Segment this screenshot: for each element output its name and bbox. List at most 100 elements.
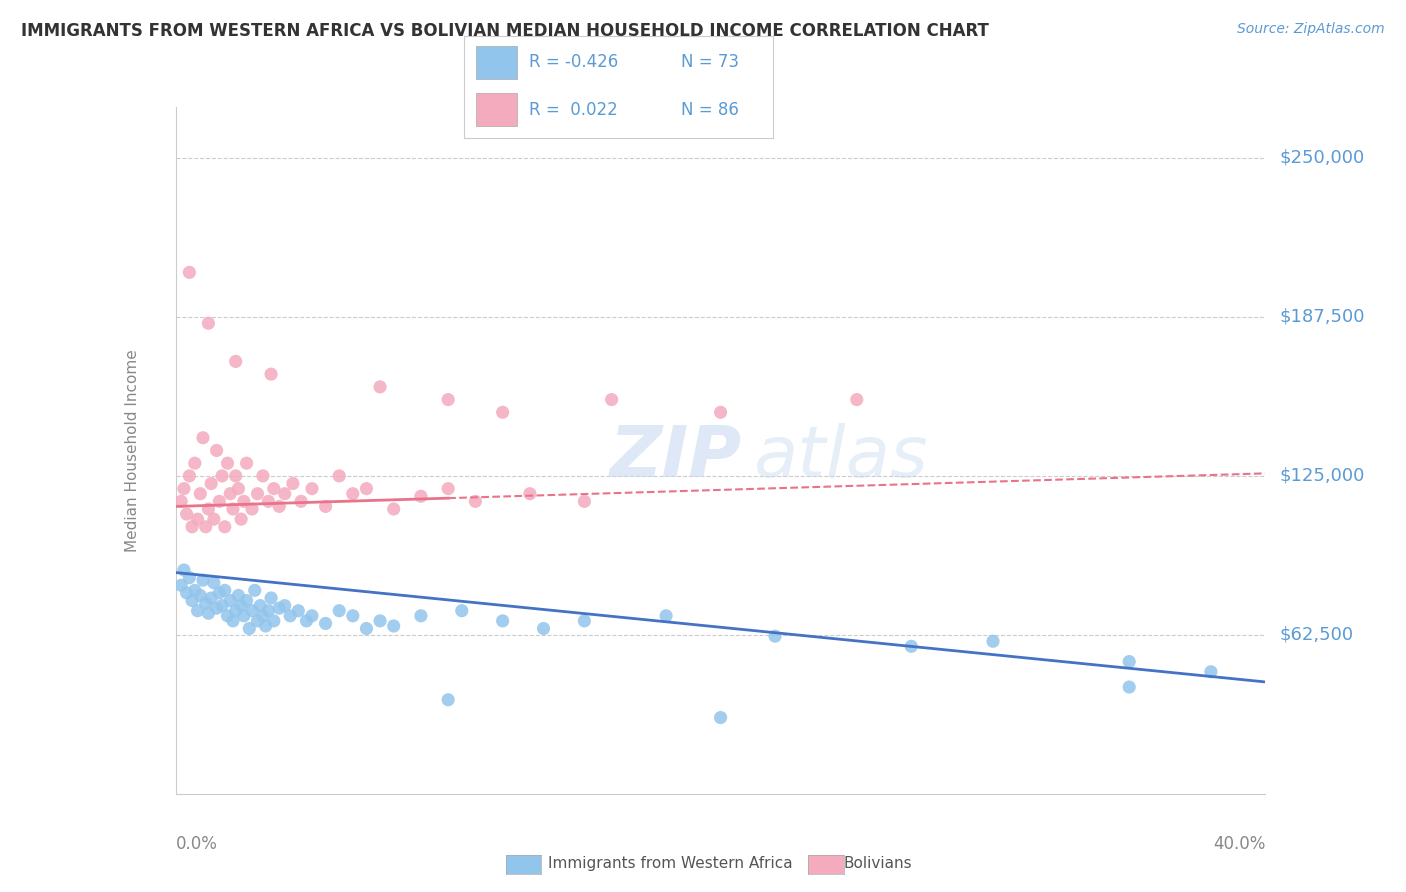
Text: R =  0.022: R = 0.022 [529, 101, 617, 119]
Point [981, 634, 1004, 648]
Point [263, 482, 285, 496]
Text: 40.0%: 40.0% [1213, 835, 1265, 853]
Point [191, 573, 214, 587]
Point [257, 494, 280, 508]
Point [315, 616, 337, 631]
Point [263, 614, 285, 628]
Point [356, 482, 378, 496]
Point [170, 494, 193, 508]
Point [194, 520, 217, 534]
Point [437, 692, 460, 706]
Point [214, 583, 236, 598]
Text: $62,500: $62,500 [1279, 626, 1354, 644]
Point [246, 486, 269, 500]
Point [301, 608, 323, 623]
Point [184, 583, 207, 598]
Point [290, 494, 312, 508]
Point [179, 265, 201, 279]
Point [710, 710, 733, 724]
Point [1199, 665, 1222, 679]
Point [450, 604, 472, 618]
Point [173, 563, 195, 577]
Point [464, 494, 486, 508]
Point [710, 405, 733, 419]
Point [269, 500, 291, 514]
Point [356, 622, 378, 636]
Point [763, 629, 786, 643]
Text: $187,500: $187,500 [1279, 308, 1365, 326]
Point [208, 494, 231, 508]
Point [205, 601, 228, 615]
Point [202, 512, 225, 526]
Point [232, 608, 254, 623]
Point [600, 392, 623, 407]
Point [197, 502, 219, 516]
Point [492, 405, 515, 419]
Point [214, 520, 236, 534]
Point [328, 604, 350, 618]
Point [228, 482, 250, 496]
Point [252, 608, 274, 623]
Point [217, 608, 239, 623]
Point [184, 456, 207, 470]
FancyBboxPatch shape [477, 93, 516, 126]
Point [254, 619, 277, 633]
Point [176, 507, 198, 521]
Point [274, 486, 297, 500]
Text: Source: ZipAtlas.com: Source: ZipAtlas.com [1237, 22, 1385, 37]
Point [1118, 680, 1140, 694]
Text: Bolivians: Bolivians [844, 856, 912, 871]
Point [240, 502, 263, 516]
Point [202, 575, 225, 590]
Text: N = 86: N = 86 [681, 101, 738, 119]
Point [519, 486, 541, 500]
Point [845, 392, 868, 407]
Point [179, 571, 201, 585]
Point [225, 354, 247, 368]
Point [181, 593, 204, 607]
Text: ZIP: ZIP [610, 423, 742, 491]
Point [232, 494, 254, 508]
Point [186, 512, 209, 526]
Point [197, 607, 219, 621]
Point [194, 596, 217, 610]
Point [382, 619, 405, 633]
Point [281, 476, 304, 491]
Point [533, 622, 555, 636]
Text: R = -0.426: R = -0.426 [529, 54, 619, 71]
Point [238, 622, 260, 636]
Point [295, 614, 318, 628]
Point [222, 502, 245, 516]
Point [235, 593, 257, 607]
Point [409, 489, 432, 503]
Point [328, 469, 350, 483]
Point [437, 482, 460, 496]
Point [188, 589, 211, 603]
Point [186, 604, 209, 618]
Point [231, 599, 253, 613]
Point [231, 512, 253, 526]
Text: $250,000: $250,000 [1279, 149, 1365, 167]
Point [205, 443, 228, 458]
Point [191, 431, 214, 445]
Point [278, 608, 301, 623]
Point [197, 316, 219, 330]
Point [173, 482, 195, 496]
Point [225, 604, 247, 618]
Point [315, 500, 337, 514]
Point [574, 494, 596, 508]
Point [225, 469, 247, 483]
Point [252, 469, 274, 483]
Point [200, 476, 222, 491]
Point [437, 392, 460, 407]
Point [240, 604, 263, 618]
Point [176, 586, 198, 600]
Point [260, 367, 283, 381]
Point [368, 380, 391, 394]
Point [211, 469, 233, 483]
Point [655, 608, 678, 623]
Point [269, 601, 291, 615]
Point [274, 599, 297, 613]
Point [208, 586, 231, 600]
Point [574, 614, 596, 628]
